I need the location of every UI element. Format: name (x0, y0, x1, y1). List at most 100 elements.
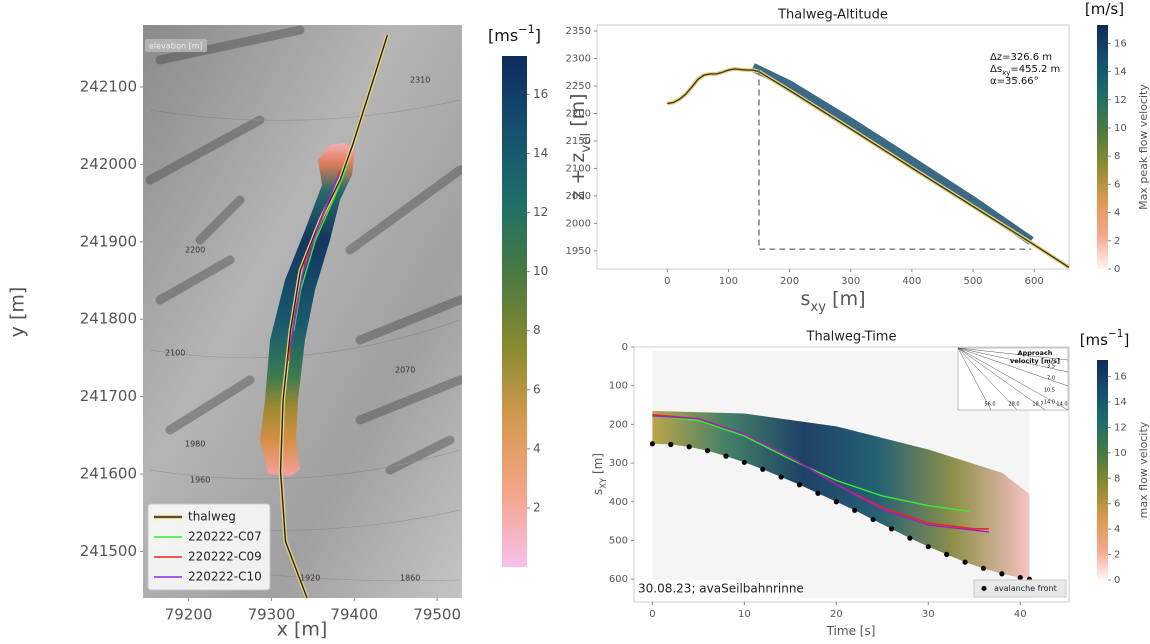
point (742, 460, 747, 465)
annotation: 2310 (410, 76, 430, 85)
colorbar-tick-label: 6 (533, 382, 541, 396)
legend-label: 220222-C10 (188, 570, 262, 584)
text-part: [m] (826, 288, 865, 310)
x-axis-label: Time [s] (826, 624, 876, 638)
point (907, 536, 912, 541)
text-part: Δz=326.6 m (990, 52, 1052, 63)
colorbar-tick-label: 8 (1114, 151, 1120, 162)
point (871, 517, 876, 522)
text-part: vel (579, 133, 594, 153)
x-tick-label: 20 (830, 609, 843, 620)
y-tick-label: 241600 (80, 465, 137, 483)
text-part: [ms (488, 26, 518, 45)
colorbar-tick-label: 6 (1114, 179, 1120, 190)
x-tick-label: 79200 (165, 606, 213, 624)
x-tick-label: 0 (664, 276, 670, 287)
colorbar-tick-label: 2 (1114, 550, 1120, 561)
colorbar-tick-label: 12 (1114, 422, 1127, 433)
point (760, 467, 765, 472)
annotation: 1960 (190, 476, 210, 485)
point (889, 526, 894, 531)
point (723, 454, 728, 459)
text-part: z + z (567, 153, 589, 201)
point (1018, 575, 1023, 580)
inset-label: 56.0 (984, 402, 995, 408)
legend-label: avalanche front (994, 584, 1057, 593)
text-part: −1 (518, 23, 535, 36)
colorbar-tick-label: 14 (1114, 397, 1127, 408)
text-part: Δs (990, 64, 1002, 75)
colorbar-tick-label: 4 (1114, 524, 1120, 535)
text-part: Time [s] (826, 624, 876, 638)
y-tick-label: 300 (609, 458, 628, 469)
text-part: α=35.66° (990, 76, 1039, 87)
x-tick-label: 79500 (413, 606, 461, 624)
y-tick-label: 242000 (80, 155, 137, 173)
colorbar-title: [m/s] (1085, 0, 1124, 18)
colorbar-tick-label: 16 (533, 87, 548, 101)
inset-label: 7.0 (1047, 376, 1055, 382)
text-part: [m/s] (1085, 0, 1124, 18)
colorbar-tick-label: 0 (1114, 575, 1120, 586)
x-tick-label: 40 (1014, 609, 1027, 620)
x-tick-label: 300 (841, 276, 860, 287)
legend: thalweg220222-C07220222-C09220222-C10 (148, 504, 270, 590)
text-part: s (800, 288, 810, 310)
colorbar-title: [ms−1] (1080, 328, 1130, 349)
y-tick-label: 241500 (80, 542, 137, 560)
x-tick-label: 200 (780, 276, 799, 287)
text-part: [m] (567, 93, 589, 132)
inset-label: 10.5 (1044, 388, 1055, 394)
colorbar-tick-label: 8 (1114, 473, 1120, 484)
text-part: [ms (1080, 331, 1108, 349)
colorbar-tick-label: 12 (1114, 95, 1127, 106)
legend-swatch (982, 586, 987, 591)
colorbar-tick-label: 2 (1114, 236, 1120, 247)
point (962, 560, 967, 565)
y-tick-label: 400 (609, 497, 628, 508)
point (981, 566, 986, 571)
x-tick-label: 10 (738, 609, 751, 620)
y-tick-label: 2300 (566, 54, 591, 65)
colorbar-tick-label: 10 (533, 264, 548, 278)
y-tick-label: 200 (609, 419, 628, 430)
legend-label: thalweg (188, 510, 236, 524)
annotation: elevation [m] (149, 42, 203, 51)
colorbar-label: Max peak flow velocity (1137, 84, 1150, 210)
chart-title: Thalweg-Altitude (777, 8, 888, 23)
colorbar (1097, 25, 1108, 269)
y-tick-label: 600 (609, 574, 628, 585)
colorbar-tick-label: 2 (533, 500, 541, 514)
point (779, 474, 784, 479)
legend-label: 220222-C09 (188, 550, 262, 564)
colorbar (1097, 360, 1108, 580)
x-tick-label: 79400 (330, 606, 378, 624)
inset-label: 28.0 (1008, 402, 1019, 408)
colorbar-tick-label: 8 (533, 323, 541, 337)
y-tick-label: 0 (622, 342, 628, 353)
inset-label: 14.0 (1056, 402, 1067, 408)
colorbar-tick-label: 14 (533, 146, 548, 160)
point (926, 544, 931, 549)
y-tick-label: 500 (609, 535, 628, 546)
inset-label: 3.5 (1047, 364, 1055, 370)
annotation: α=35.66° (990, 76, 1039, 87)
point (834, 499, 839, 504)
x-tick-label: 0 (649, 609, 655, 620)
colorbar-tick-label: 14 (1114, 67, 1127, 78)
y-tick-label: 2000 (566, 218, 591, 229)
colorbar-tick-label: 4 (1114, 208, 1120, 219)
point (687, 444, 692, 449)
text-part: [m] (591, 453, 605, 478)
annotation: 30.08.23; avaSeilbahnrinne (638, 582, 804, 596)
x-tick-label: 30 (922, 609, 935, 620)
x-tick-label: 400 (902, 276, 921, 287)
x-axis-label: sxy [m] (800, 288, 865, 315)
point (815, 491, 820, 496)
colorbar-tick-label: 6 (1114, 499, 1120, 510)
y-tick-label: 100 (609, 381, 628, 392)
text-part: −1 (1108, 328, 1123, 340)
text-part: xy (810, 300, 826, 315)
annotation: 2070 (395, 366, 415, 375)
annotation: Δz=326.6 m (990, 52, 1052, 63)
